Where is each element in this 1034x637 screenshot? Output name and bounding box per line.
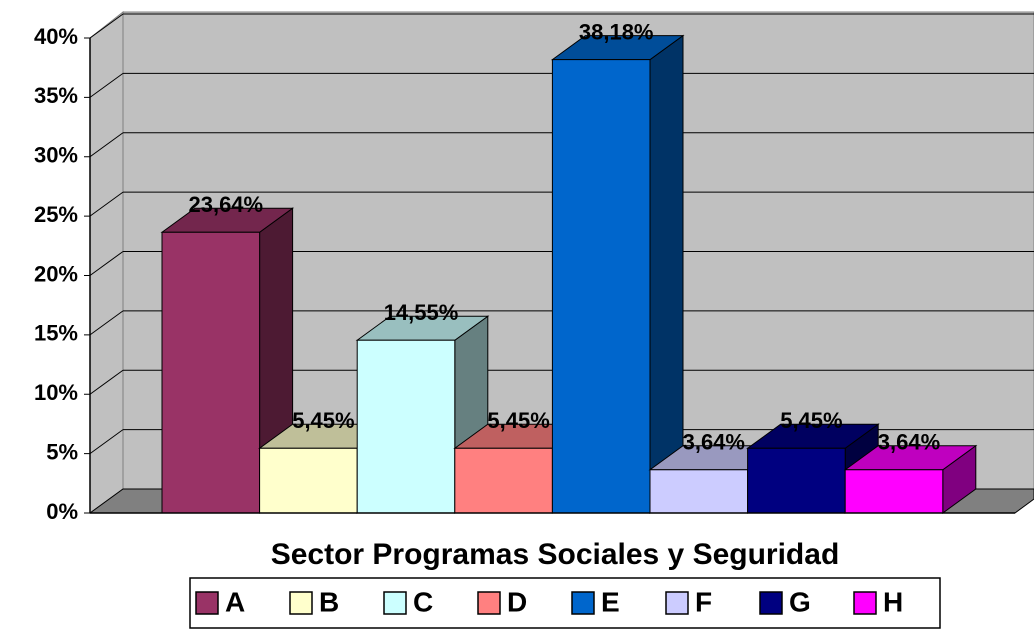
legend-swatch: [383, 591, 407, 615]
legend-label: D: [507, 586, 527, 617]
grid-line-side: [89, 132, 124, 158]
y-tick-label: 10%: [34, 380, 78, 405]
value-label: 5,45%: [487, 408, 549, 433]
legend: [189, 577, 941, 629]
value-label: 5,45%: [780, 408, 842, 433]
legend-label: B: [319, 586, 339, 617]
bar-side: [649, 34, 684, 514]
legend-label: E: [601, 586, 620, 617]
value-label: 3,64%: [683, 430, 745, 455]
grid-line-side: [89, 72, 124, 98]
value-label: 3,64%: [878, 430, 940, 455]
legend-swatch: [477, 591, 501, 615]
side-wall: [89, 10, 124, 514]
grid-line-side: [89, 310, 124, 336]
y-tick-label: 5%: [46, 439, 78, 464]
y-tick-label: 40%: [34, 24, 78, 49]
value-label: 23,64%: [188, 192, 263, 217]
bar: [747, 447, 846, 514]
legend-swatch: [759, 591, 783, 615]
value-label: 14,55%: [384, 300, 459, 325]
legend-label: F: [695, 586, 712, 617]
bar: [844, 469, 944, 514]
value-label: 5,45%: [292, 408, 354, 433]
grid-line-side: [89, 191, 124, 217]
bar: [259, 447, 358, 514]
bar: [356, 339, 456, 514]
bar: [161, 231, 261, 514]
legend-swatch: [853, 591, 877, 615]
legend-swatch: [195, 591, 219, 615]
y-tick-label: 35%: [34, 83, 78, 108]
bar: [551, 59, 651, 514]
y-tick-label: 20%: [34, 261, 78, 286]
legend-label: C: [413, 586, 433, 617]
grid-line-side: [89, 369, 124, 395]
y-tick-label: 25%: [34, 202, 78, 227]
legend-swatch: [665, 591, 689, 615]
legend-swatch: [289, 591, 313, 615]
y-tick-label: 30%: [34, 143, 78, 168]
legend-swatch: [571, 591, 595, 615]
legend-label: H: [883, 586, 903, 617]
grid-line-side: [89, 13, 124, 39]
category-label: Sector Programas Sociales y Seguridad: [271, 538, 840, 571]
legend-label: A: [225, 586, 245, 617]
y-tick-label: 0%: [46, 499, 78, 524]
y-tick-label: 15%: [34, 321, 78, 346]
value-label: 38,18%: [579, 19, 654, 44]
bar: [454, 447, 553, 514]
bar: [649, 469, 749, 514]
legend-label: G: [789, 586, 811, 617]
grid-line-side: [89, 429, 124, 455]
grid-line-side: [89, 251, 124, 276]
